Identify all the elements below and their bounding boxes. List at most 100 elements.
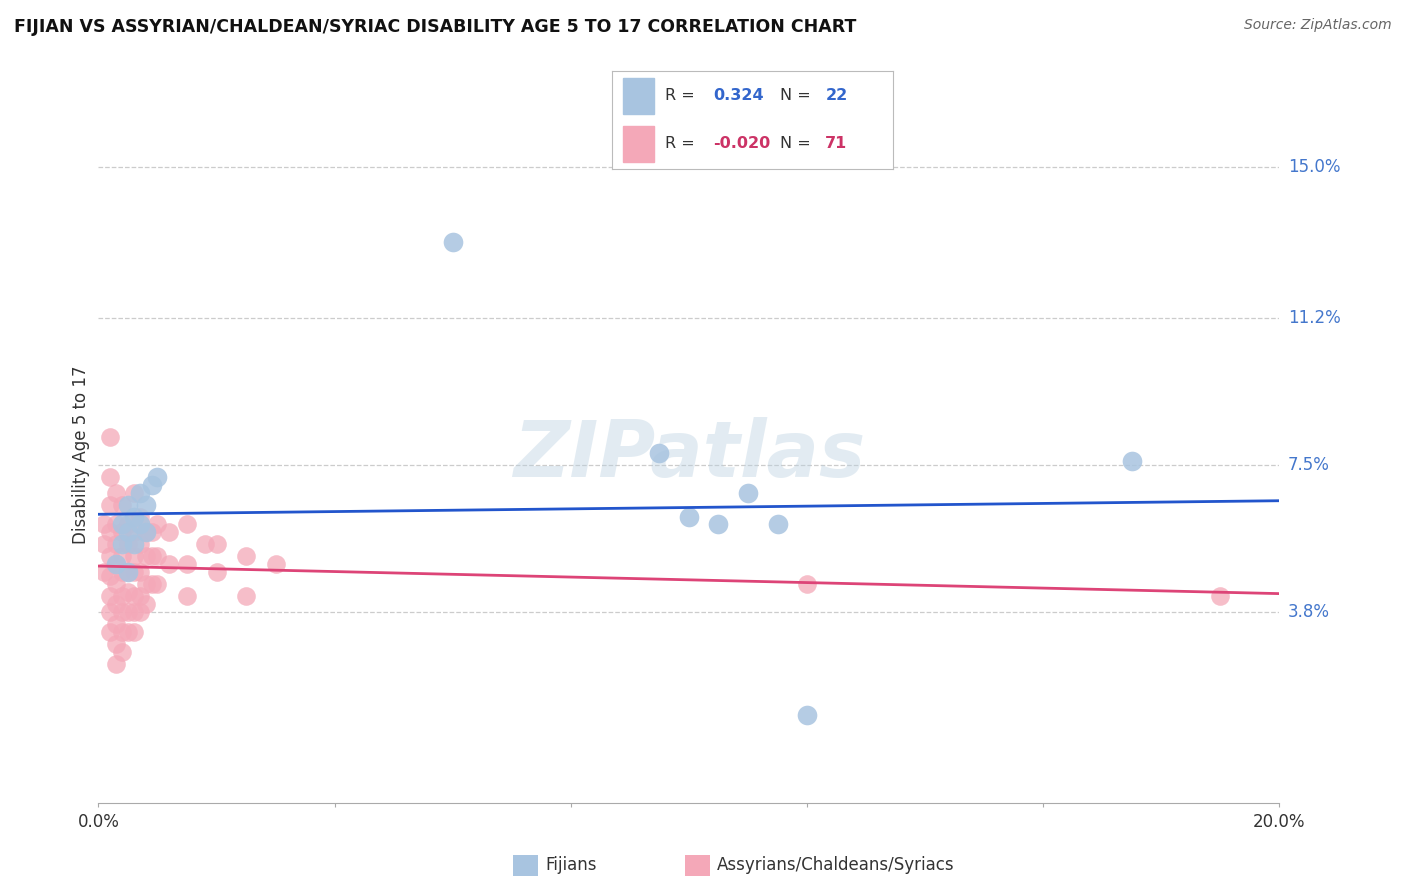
Point bbox=[122, 525, 145, 540]
Point bbox=[135, 498, 157, 512]
Point bbox=[93, 537, 115, 551]
Point bbox=[176, 558, 198, 572]
Point bbox=[441, 235, 464, 250]
Point bbox=[98, 498, 121, 512]
Point bbox=[105, 537, 128, 551]
Point bbox=[105, 657, 128, 671]
Point bbox=[105, 597, 128, 611]
Point bbox=[128, 509, 150, 524]
Point bbox=[122, 549, 145, 564]
Text: FIJIAN VS ASSYRIAN/CHALDEAN/SYRIAC DISABILITY AGE 5 TO 17 CORRELATION CHART: FIJIAN VS ASSYRIAN/CHALDEAN/SYRIAC DISAB… bbox=[14, 18, 856, 36]
Text: R =: R = bbox=[665, 88, 695, 103]
Point bbox=[111, 605, 134, 619]
Point bbox=[117, 585, 139, 599]
Point bbox=[93, 565, 115, 579]
Point bbox=[135, 577, 157, 591]
Point bbox=[117, 525, 139, 540]
Point bbox=[176, 589, 198, 603]
Point bbox=[796, 577, 818, 591]
Point bbox=[111, 565, 134, 579]
Point bbox=[105, 517, 128, 532]
Text: 71: 71 bbox=[825, 136, 848, 152]
Point bbox=[141, 577, 163, 591]
Point bbox=[98, 624, 121, 639]
Point bbox=[146, 577, 169, 591]
Text: -0.020: -0.020 bbox=[713, 136, 770, 152]
Point bbox=[98, 605, 121, 619]
Point bbox=[111, 624, 134, 639]
Point bbox=[128, 565, 150, 579]
Bar bbox=[623, 78, 654, 113]
Point bbox=[98, 549, 121, 564]
Point bbox=[128, 589, 150, 603]
Text: 15.0%: 15.0% bbox=[1288, 158, 1340, 176]
Point bbox=[141, 525, 163, 540]
Point bbox=[117, 605, 139, 619]
Point bbox=[146, 470, 169, 484]
Y-axis label: Disability Age 5 to 17: Disability Age 5 to 17 bbox=[72, 366, 90, 544]
Point bbox=[141, 549, 163, 564]
Point bbox=[111, 517, 134, 532]
Point bbox=[105, 558, 128, 572]
Point bbox=[117, 537, 139, 551]
Point bbox=[766, 517, 789, 532]
Point bbox=[146, 549, 169, 564]
Point bbox=[135, 597, 157, 611]
Text: 7.5%: 7.5% bbox=[1288, 456, 1330, 474]
Point bbox=[235, 549, 257, 564]
Point bbox=[111, 645, 134, 659]
Point bbox=[98, 525, 121, 540]
Point bbox=[98, 589, 121, 603]
Text: 3.8%: 3.8% bbox=[1288, 603, 1330, 621]
Point bbox=[111, 525, 134, 540]
Text: R =: R = bbox=[665, 136, 695, 152]
Text: 22: 22 bbox=[825, 88, 848, 103]
Point bbox=[176, 517, 198, 532]
Point bbox=[122, 509, 145, 524]
Text: N =: N = bbox=[780, 136, 811, 152]
Point bbox=[122, 589, 145, 603]
Text: Fijians: Fijians bbox=[546, 856, 598, 874]
Point bbox=[157, 525, 180, 540]
Text: Assyrians/Chaldeans/Syriacs: Assyrians/Chaldeans/Syriacs bbox=[717, 856, 955, 874]
Point bbox=[707, 517, 730, 532]
Point bbox=[122, 485, 145, 500]
Point bbox=[93, 517, 115, 532]
Point bbox=[128, 485, 150, 500]
Point bbox=[141, 477, 163, 491]
Text: N =: N = bbox=[780, 88, 811, 103]
Point bbox=[194, 537, 217, 551]
Point bbox=[264, 558, 287, 572]
Point bbox=[205, 565, 228, 579]
Point bbox=[796, 708, 818, 723]
Point bbox=[122, 565, 145, 579]
Text: 0.324: 0.324 bbox=[713, 88, 763, 103]
Point bbox=[1121, 454, 1143, 468]
Point bbox=[117, 565, 139, 579]
Point bbox=[117, 624, 139, 639]
Point bbox=[128, 517, 150, 532]
Point bbox=[98, 430, 121, 444]
Point bbox=[737, 485, 759, 500]
Point bbox=[105, 637, 128, 651]
Point bbox=[98, 569, 121, 583]
Point bbox=[128, 537, 150, 551]
Point bbox=[678, 509, 700, 524]
Point bbox=[135, 525, 157, 540]
Point bbox=[205, 537, 228, 551]
Text: 11.2%: 11.2% bbox=[1288, 309, 1340, 326]
Point bbox=[135, 525, 157, 540]
Point bbox=[111, 589, 134, 603]
Point bbox=[111, 549, 134, 564]
Point bbox=[157, 558, 180, 572]
Point bbox=[98, 470, 121, 484]
Point bbox=[1209, 589, 1232, 603]
Point bbox=[105, 616, 128, 631]
Point bbox=[122, 624, 145, 639]
Point bbox=[128, 605, 150, 619]
Point bbox=[105, 485, 128, 500]
Point bbox=[122, 537, 145, 551]
Point bbox=[117, 517, 139, 532]
Point bbox=[111, 498, 134, 512]
Point bbox=[117, 565, 139, 579]
